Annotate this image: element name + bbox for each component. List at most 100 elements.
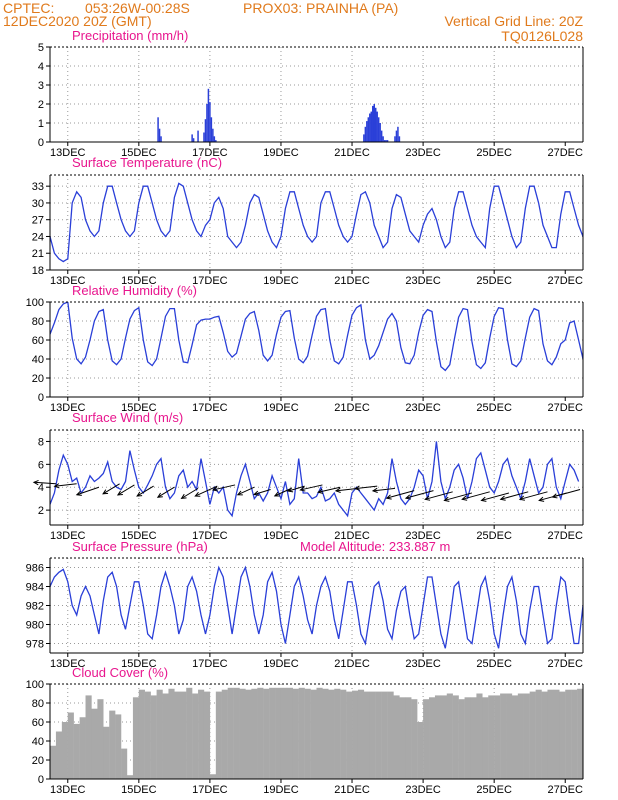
cloud-bar [440,695,447,779]
wind-panel: 2 4 6 8 13DEC 15DEC 17DEC 19DEC 21DEC 23DEC 25DEC 2… [32,410,584,542]
precip-bar [209,102,211,142]
wind-arrow-shaft [372,487,396,492]
precip-bar [204,119,207,142]
rh-ytick-label: 80 [32,316,44,328]
temp-ytick-label: 33 [32,181,44,193]
precip-ytick-label: 1 [38,118,44,130]
cloud-xtick-label: 17DEC [192,784,228,796]
cloud-bar [286,687,294,779]
wind-arrows [32,479,581,502]
pressure-xtick-label: 13DEC [50,658,86,670]
center-label: CPTEC: [3,0,55,16]
precip-bar [380,130,383,142]
wind-arrow-shaft [318,486,341,493]
cloud-bar [115,714,122,779]
cloud-bar [506,693,513,779]
precip-bar [386,140,389,142]
wind-arrow-head [102,489,109,495]
cloud-bar [458,699,465,779]
cloud-bar [144,691,151,779]
precip-bar [210,117,213,142]
precip-ytick-label: 5 [38,42,44,54]
cloud-bar [352,690,359,779]
precip-bar [367,117,370,142]
wind-arrow-head [299,486,306,492]
rh-ytick-label: 100 [26,297,44,309]
rh-xtick-label: 13DEC [50,402,86,414]
cloud-bar [423,699,430,779]
precip-bar [395,130,398,142]
wind-arrow-head [53,483,60,489]
wind-arrow-shaft [519,491,548,500]
wind-arrow-head [253,490,260,496]
cloud-bar [156,689,163,779]
wind-arrow-head [136,491,143,497]
temp-xtick-label: 13DEC [50,275,86,287]
precip-ytick-label: 0 [38,137,44,149]
wind-arrow-shaft [117,484,135,496]
rh-xtick-label: 27DEC [547,402,583,414]
cloud-bar [446,693,453,779]
cloud-title: Cloud Cover (%) [72,665,168,680]
wind-arrow-shaft [274,487,292,497]
wind-arrow-head [211,486,219,492]
cloud-ytick-label: 0 [38,774,44,786]
precip-bar [372,105,374,142]
cloud-bar [565,689,572,779]
station-coordinates: 053:26W-00:28S [85,0,190,16]
wind-title: Surface Wind (m/s) [72,410,183,425]
precip-bar [370,111,373,142]
wind-xtick-label: 21DEC [334,530,370,542]
cloud-bar [275,687,282,779]
wind-arrow-shaft [405,490,434,499]
precip-bar [213,136,216,142]
pressure-ytick-label: 982 [26,601,44,613]
temp-ytick-label: 21 [32,248,44,260]
pressure-xtick-label: 19DEC [263,658,299,670]
rh-title: Relative Humidity (%) [72,283,197,298]
cloud-bar [180,691,187,779]
pressure-xtick-label: 21DEC [334,658,370,670]
wind-arrow-head [371,487,378,493]
cloud-xtick-label: 21DEC [334,784,370,796]
wind-arrow-shaft [33,481,56,485]
precip-bar [379,123,381,142]
wind-arrow-head [334,487,341,493]
rh-xtick-label: 15DEC [121,402,157,414]
wind-arrow-shaft [462,491,490,500]
precip-title: Precipitation (mm/h) [72,28,188,43]
cloud-bar [470,697,477,779]
cloud-ytick-label: 80 [32,698,44,710]
wind-arrow-head [443,496,450,502]
precip-bar [369,113,371,142]
cloud-data [50,687,583,779]
wind-arrow-head [156,492,163,498]
rh-series-line [50,302,583,372]
cloud-bar [150,695,157,779]
cloud-bar [523,693,530,779]
cloud-bar [55,731,63,779]
temp-series-line [50,182,583,263]
cloud-bar [304,688,311,779]
run-datetime: 12DEC2020 20Z (GMT) [3,13,152,29]
cloud-bar [577,688,583,779]
wind-arrow-shaft [552,489,581,498]
wind-arrow-head [116,490,123,496]
precip-bar [192,138,195,142]
cloud-bar [529,691,536,779]
precip-bar [377,117,380,142]
cloud-bar [322,688,329,779]
chart-header: CPTEC: 053:26W-00:28S PROX03: PRAINHA (P… [0,0,618,43]
precip-xtick-label: 15DEC [121,147,157,159]
precip-bar [191,134,193,142]
cloud-bar [494,695,501,779]
cloud-bar [547,689,554,779]
cloud-bar [168,688,175,779]
temp-panel: 18 21 24 27 30 33 13DEC 15DEC 17DEC 19DEC 21DEC 23D… [32,155,584,287]
wind-ytick-label: 4 [38,482,44,494]
cloud-bar [316,687,323,779]
wind-data [50,441,580,518]
wind-xtick-label: 13DEC [50,530,86,542]
rh-panel: 0 20 40 60 80 100 13DEC 15DEC 17DEC 19DEC 21DEC 23D… [26,283,584,414]
cloud-bar [121,748,128,779]
